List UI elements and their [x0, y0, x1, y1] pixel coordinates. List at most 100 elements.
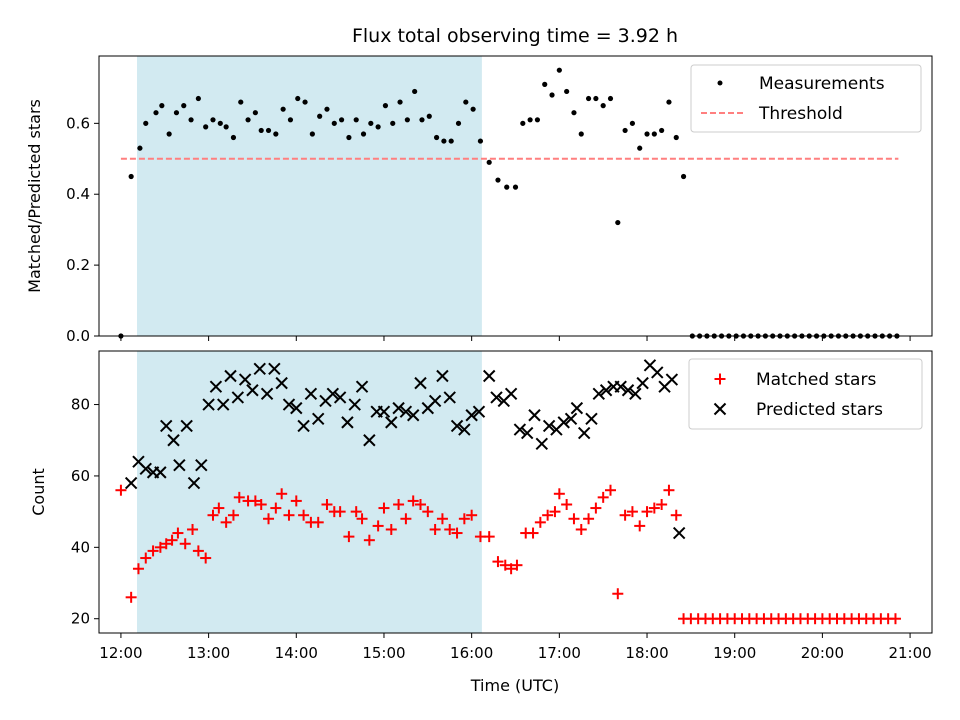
- predicted-star-point: [268, 362, 281, 376]
- measurement-point: [324, 106, 330, 112]
- matched-stars-points: [115, 484, 901, 625]
- y-tick-label: 0.0: [66, 327, 90, 345]
- measurement-point: [448, 138, 454, 144]
- measurement-point: [404, 117, 410, 123]
- matched-star-point: [583, 513, 595, 525]
- measurement-point: [477, 138, 484, 144]
- predicted-star-point: [414, 376, 427, 390]
- matched-star-point: [641, 506, 653, 518]
- predicted-star-point: [436, 369, 449, 383]
- matched-star-point: [350, 506, 362, 518]
- predicted-star-point: [629, 387, 642, 401]
- predicted-star-point: [614, 380, 627, 393]
- predicted-star-point: [217, 398, 230, 411]
- measurement-point: [549, 92, 555, 98]
- matched-star-point: [670, 509, 682, 521]
- top-x-ticks: [120, 336, 911, 341]
- measurement-point: [223, 124, 229, 130]
- measurement-point: [273, 131, 279, 137]
- matched-star-point: [263, 513, 275, 525]
- matched-star-point: [527, 527, 539, 539]
- measurement-point: [302, 99, 308, 105]
- predicted-star-point: [465, 409, 478, 422]
- x-axis-label: Time (UTC): [470, 676, 559, 695]
- measurement-point: [390, 120, 396, 126]
- measurement-point: [512, 184, 519, 190]
- predicted-star-point: [542, 419, 556, 433]
- predicted-star-point: [202, 398, 215, 411]
- predicted-star-point: [326, 387, 340, 401]
- matched-star-point: [534, 516, 546, 528]
- predicted-star-point: [195, 459, 208, 472]
- y-tick-label: 40: [71, 538, 90, 556]
- matched-star-point: [115, 484, 127, 496]
- predicted-star-point: [333, 391, 347, 404]
- x-tick-label: 13:00: [187, 644, 230, 662]
- predicted-star-point: [528, 409, 541, 422]
- measurement-point: [137, 145, 143, 151]
- predicted-star-point: [621, 384, 635, 397]
- legend-x-glyph: [713, 402, 727, 416]
- measurement-point: [556, 67, 562, 73]
- legend-threshold-label: Threshold: [758, 104, 843, 124]
- bottom-y-axis-label: Count: [29, 468, 48, 516]
- y-tick-label: 0.4: [66, 185, 90, 203]
- matched-star-point: [483, 531, 495, 543]
- measurement-point: [230, 134, 237, 141]
- matched-star-point: [298, 509, 310, 521]
- matched-star-point: [187, 523, 199, 535]
- legend-matched-label: Matched stars: [756, 370, 876, 390]
- measurement-point: [368, 120, 374, 126]
- measurement-point: [607, 95, 614, 102]
- matched-star-point: [220, 516, 232, 528]
- measurement-point: [637, 145, 643, 151]
- matched-star-point: [511, 559, 523, 571]
- measurement-point: [441, 138, 447, 144]
- matched-star-point: [154, 541, 166, 553]
- matched-star-point: [505, 563, 517, 575]
- predicted-star-point: [651, 366, 664, 379]
- matched-star-point: [400, 513, 412, 525]
- legend-predicted-marker: [713, 402, 727, 416]
- measurement-point: [593, 95, 599, 102]
- matched-star-point: [132, 563, 144, 575]
- x-tick-label: 17:00: [538, 644, 581, 662]
- predicted-star-point: [599, 384, 613, 397]
- measurement-point: [353, 117, 359, 123]
- x-tick-label: 19:00: [713, 644, 756, 662]
- y-tick-label: 80: [71, 396, 90, 414]
- measurement-point: [382, 103, 389, 109]
- matched-star-point: [179, 538, 191, 550]
- y-tick-label: 0.6: [66, 114, 90, 132]
- measurement-point: [426, 113, 432, 119]
- matched-star-point: [451, 527, 463, 539]
- legend-measurements-label: Measurements: [759, 74, 885, 94]
- predicted-star-point: [282, 398, 296, 411]
- matched-star-point: [166, 534, 178, 546]
- measurement-point: [651, 131, 657, 137]
- measurement-point: [433, 134, 440, 141]
- matched-star-point: [889, 613, 901, 625]
- measurement-point: [419, 117, 425, 123]
- matched-star-point: [160, 538, 172, 550]
- measurement-point: [585, 95, 592, 102]
- y-tick-label: 0.2: [66, 256, 90, 274]
- predicted-star-point: [472, 405, 486, 418]
- predicted-star-point: [355, 380, 369, 393]
- matched-star-point: [192, 545, 204, 557]
- matched-star-point: [597, 491, 609, 503]
- measurement-point: [629, 120, 636, 126]
- matched-star-point: [363, 534, 375, 546]
- predicted-star-point: [585, 412, 598, 426]
- measurement-point: [128, 173, 134, 180]
- measurement-point: [338, 117, 345, 123]
- bottom-plot-frame: [98, 350, 933, 634]
- measurement-point: [615, 219, 621, 226]
- matched-star-point: [312, 516, 324, 528]
- measurement-point: [195, 95, 201, 102]
- predicted-star-point: [231, 391, 245, 404]
- matched-star-point: [172, 527, 184, 539]
- measurement-point: [504, 184, 510, 190]
- measurement-point: [159, 103, 165, 109]
